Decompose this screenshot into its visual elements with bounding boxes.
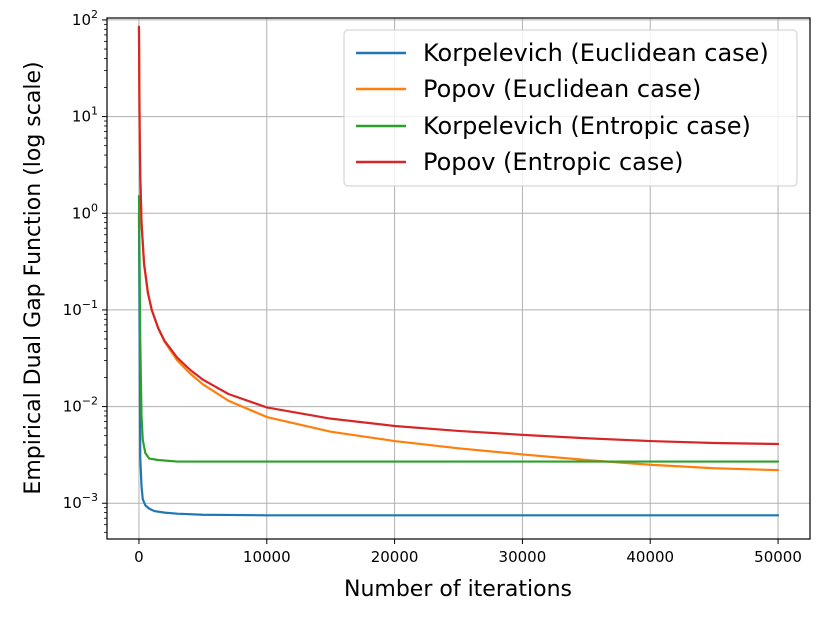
x-axis-ticks: 0 10000 20000 30000 40000 50000: [134, 539, 802, 566]
y-tick-label: 100: [72, 201, 98, 222]
legend-label-korpelevich-entropic: Korpelevich (Entropic case): [423, 112, 751, 140]
x-tick-label: 0: [134, 548, 144, 566]
y-tick-label: 101: [72, 105, 98, 126]
plot-frame: [106, 17, 811, 540]
x-tick-label: 40000: [626, 548, 674, 566]
y-tick-label: 10−2: [63, 395, 98, 416]
y-tick-label-base: 10: [63, 494, 82, 512]
y-tick-label-base: 10: [63, 398, 82, 416]
x-tick-label: 10000: [243, 548, 291, 566]
series-line-2: [137, 195, 780, 463]
y-axis-title: Empirical Dual Gap Function (log scale): [21, 61, 46, 494]
y-tick-label-base: 10: [72, 108, 91, 126]
y-tick-label-exponent: −3: [82, 491, 98, 504]
y-tick-label: 10−3: [63, 491, 98, 512]
x-tick-label: 30000: [499, 548, 547, 566]
y-tick-label-exponent: 0: [91, 201, 98, 214]
y-tick-label: 10−1: [63, 298, 98, 319]
legend-label-popov-entropic: Popov (Entropic case): [423, 148, 683, 176]
y-tick-label-exponent: 1: [91, 105, 98, 118]
legend-label-korpelevich-euclidean: Korpelevich (Euclidean case): [423, 39, 769, 67]
y-tick-label: 102: [72, 8, 98, 29]
legend: Korpelevich (Euclidean case) Popov (Eucl…: [343, 29, 798, 187]
series-line-0: [137, 212, 780, 517]
y-tick-label-exponent: −2: [82, 395, 98, 408]
y-tick-label-base: 10: [72, 204, 91, 222]
legend-label-popov-euclidean: Popov (Euclidean case): [423, 75, 701, 103]
x-axis-title: Number of iterations: [344, 577, 572, 602]
series-lines: [137, 25, 780, 517]
x-tick-label: 50000: [754, 548, 802, 566]
legend-box: [343, 29, 798, 187]
y-tick-label-base: 10: [72, 11, 91, 29]
y-tick-label-exponent: −1: [82, 298, 98, 311]
series-line-3: [137, 25, 780, 446]
y-tick-label-exponent: 2: [91, 8, 98, 21]
x-tick-label: 20000: [371, 548, 419, 566]
y-tick-label-base: 10: [63, 301, 82, 319]
